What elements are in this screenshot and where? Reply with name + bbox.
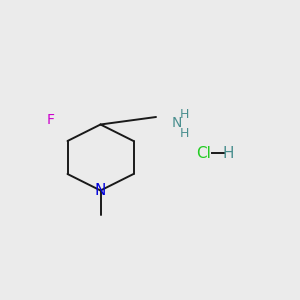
- Text: H: H: [222, 146, 234, 160]
- Text: Cl: Cl: [196, 146, 211, 160]
- Text: H: H: [180, 107, 189, 121]
- Text: N: N: [172, 116, 182, 130]
- Text: N: N: [95, 183, 106, 198]
- Text: H: H: [180, 127, 189, 140]
- Text: F: F: [47, 113, 55, 127]
